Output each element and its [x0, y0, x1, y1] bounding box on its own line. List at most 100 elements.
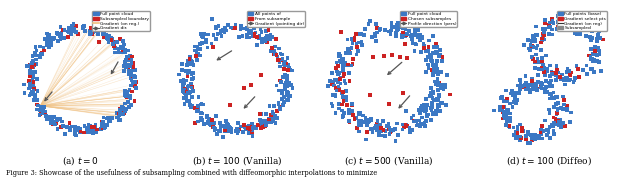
Point [338, 95, 348, 98]
Point [280, 88, 290, 91]
Point [117, 107, 127, 110]
Point [495, 105, 505, 108]
Point [79, 25, 89, 28]
Point [595, 37, 605, 40]
Point [532, 73, 543, 76]
Point [426, 86, 436, 89]
Point [364, 120, 374, 123]
Point [184, 69, 195, 72]
Point [28, 73, 38, 75]
Point [199, 33, 209, 35]
Point [215, 130, 225, 132]
Point [32, 98, 42, 101]
Point [122, 100, 132, 103]
Point [440, 83, 451, 86]
Point [373, 134, 383, 136]
Point [196, 111, 206, 114]
Point [431, 113, 441, 116]
Point [390, 127, 401, 130]
Point [106, 37, 116, 40]
Point [126, 60, 136, 63]
Point [501, 124, 511, 127]
Point [271, 84, 282, 87]
Point [273, 102, 284, 105]
Point [566, 111, 576, 114]
Point [402, 33, 412, 36]
Point [434, 81, 444, 84]
Point [353, 49, 364, 52]
Point [557, 17, 568, 20]
Point [438, 56, 448, 59]
Legend: Full point cloud, Subsampled boundary, Gradient (on reg.), Gradient dir.: Full point cloud, Subsampled boundary, G… [92, 11, 150, 31]
Point [524, 89, 534, 91]
Point [287, 87, 298, 89]
Point [52, 127, 63, 130]
Point [333, 79, 344, 82]
Point [547, 95, 557, 98]
Point [548, 106, 559, 108]
Point [586, 47, 596, 50]
Point [55, 26, 65, 29]
Point [113, 115, 124, 118]
Point [198, 103, 209, 106]
Point [385, 132, 395, 135]
Point [244, 129, 254, 132]
Point [367, 36, 378, 39]
Point [433, 78, 443, 81]
Point [122, 94, 132, 97]
Legend: All points of, From subsample, Gradient (pointing dir): All points of, From subsample, Gradient … [247, 11, 305, 27]
Point [387, 22, 397, 24]
Point [125, 89, 135, 92]
Point [378, 119, 388, 122]
Point [421, 58, 431, 61]
Point [589, 50, 600, 52]
Point [86, 27, 97, 30]
Point [44, 115, 54, 118]
Point [129, 100, 140, 103]
Point [239, 124, 249, 127]
Point [70, 132, 80, 135]
Point [255, 119, 265, 122]
Point [509, 99, 520, 102]
Point [508, 106, 518, 108]
Point [248, 34, 258, 37]
Point [27, 63, 37, 66]
Point [511, 102, 521, 105]
Point [532, 81, 543, 83]
Point [522, 141, 532, 144]
Point [45, 43, 56, 46]
Point [114, 114, 124, 117]
Point [220, 125, 230, 128]
Point [426, 58, 436, 61]
Point [557, 73, 567, 76]
Point [179, 82, 189, 85]
Point [129, 84, 140, 87]
Point [415, 125, 425, 127]
Point [441, 104, 451, 106]
Point [433, 70, 443, 73]
Point [393, 24, 403, 26]
Point [27, 75, 37, 78]
Point [540, 19, 550, 22]
Point [598, 38, 608, 41]
Point [33, 108, 43, 111]
Point [45, 38, 56, 41]
Point [42, 32, 52, 35]
Point [219, 125, 229, 128]
Point [565, 24, 575, 27]
Point [211, 115, 221, 118]
Point [505, 102, 515, 105]
Point [111, 40, 122, 43]
Point [255, 112, 265, 115]
Point [125, 77, 136, 80]
Point [342, 48, 353, 50]
Point [398, 31, 408, 34]
Point [130, 69, 140, 71]
Point [419, 44, 429, 47]
Point [362, 131, 372, 133]
Point [29, 54, 40, 57]
Point [538, 125, 548, 128]
Point [55, 37, 65, 39]
Point [270, 53, 280, 56]
Point [24, 64, 35, 67]
